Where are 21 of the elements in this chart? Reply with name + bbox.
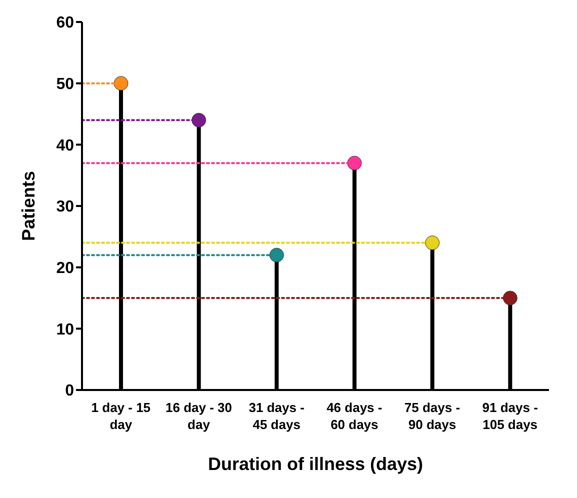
y-tick-label: 40 bbox=[56, 137, 74, 154]
point bbox=[114, 76, 128, 91]
y-tick-label: 50 bbox=[56, 76, 74, 94]
y-tick-label: 10 bbox=[56, 321, 74, 338]
x-tick-label: 46 days - 60 days bbox=[326, 400, 382, 432]
x-tick-label: 31 days - 45 days bbox=[248, 400, 304, 432]
x-axis-title: Duration of illness (days) bbox=[208, 454, 424, 474]
point bbox=[269, 248, 284, 262]
x-tick-label: 1 day - 15 day bbox=[91, 400, 151, 432]
y-axis-title: Patients bbox=[18, 170, 38, 242]
y-tick-label: 20 bbox=[56, 260, 74, 278]
y-tick-label: 60 bbox=[56, 14, 74, 32]
x-tick-label: 16 day - 30 day bbox=[166, 400, 232, 432]
point bbox=[502, 290, 518, 306]
x-tick-label: 75 days - 90 days bbox=[404, 400, 460, 432]
point bbox=[347, 156, 362, 170]
y-tick-label: 0 bbox=[65, 382, 74, 400]
y-tick-label: 30 bbox=[56, 198, 74, 216]
point bbox=[192, 112, 206, 128]
point bbox=[425, 236, 440, 250]
x-tick-label: 91 days - 105 days bbox=[482, 400, 538, 432]
